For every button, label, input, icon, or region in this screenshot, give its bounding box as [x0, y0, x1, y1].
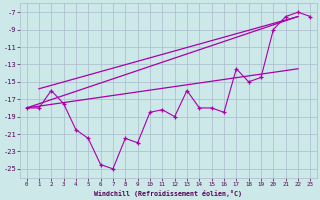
X-axis label: Windchill (Refroidissement éolien,°C): Windchill (Refroidissement éolien,°C) [94, 190, 243, 197]
